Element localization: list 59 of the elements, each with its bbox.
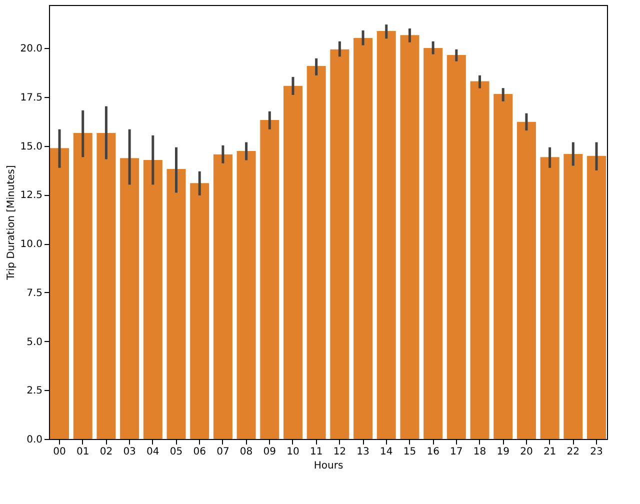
y-tick-label: 5.0 <box>26 336 42 348</box>
x-tick-label: 23 <box>590 446 603 458</box>
x-tick-label: 22 <box>566 446 580 458</box>
x-tick-label: 12 <box>333 446 346 458</box>
bar <box>283 86 302 439</box>
x-tick-label: 07 <box>216 446 230 458</box>
bar <box>564 154 583 439</box>
bar <box>330 49 350 439</box>
x-axis-title: Hours <box>314 460 344 472</box>
x-tick-label: 09 <box>263 446 276 458</box>
x-tick-label: 06 <box>193 446 206 458</box>
x-tick-label: 00 <box>53 446 66 458</box>
bar <box>516 122 536 439</box>
bar <box>470 81 490 439</box>
bar <box>166 169 186 439</box>
x-tick-label: 03 <box>123 446 136 458</box>
x-tick-label: 15 <box>403 446 416 458</box>
bar <box>400 35 420 439</box>
bar <box>190 183 210 439</box>
y-tick-label: 15.0 <box>20 141 42 152</box>
x-tick-label: 10 <box>286 446 300 458</box>
bar <box>424 48 443 439</box>
bar <box>50 148 70 439</box>
y-tick-label: 12.5 <box>20 190 42 202</box>
x-tick-label: 13 <box>356 446 370 458</box>
y-tick-label: 7.5 <box>26 288 42 299</box>
bar <box>376 31 396 439</box>
y-tick-label: 0.0 <box>26 434 42 446</box>
bar <box>306 66 326 439</box>
y-tick-label: 10.0 <box>20 239 42 250</box>
x-tick-label: 17 <box>450 446 463 458</box>
x-tick-label: 21 <box>543 446 556 458</box>
bar <box>494 94 513 439</box>
x-tick-label: 01 <box>76 446 90 458</box>
x-tick-label: 11 <box>310 446 323 458</box>
x-tick-label: 18 <box>473 446 486 458</box>
x-tick-label: 20 <box>520 446 533 458</box>
bar <box>586 156 606 439</box>
bar <box>354 38 373 439</box>
x-tick-label: 16 <box>426 446 440 458</box>
bar <box>446 55 466 439</box>
x-tick-label: 04 <box>146 446 160 458</box>
y-tick-label: 20.0 <box>20 44 42 55</box>
bar <box>213 154 232 439</box>
bar <box>540 157 560 439</box>
bar <box>96 133 116 439</box>
y-tick-label: 17.5 <box>20 92 42 104</box>
y-axis-title: Trip Duration [Minutes] <box>6 164 18 281</box>
x-tick-label: 08 <box>240 446 253 458</box>
x-tick-label: 19 <box>496 446 510 458</box>
x-tick-label: 14 <box>380 446 393 458</box>
y-tick-label: 2.5 <box>26 386 42 397</box>
bar <box>120 158 140 439</box>
bar <box>143 160 162 439</box>
x-tick-label: 02 <box>100 446 113 458</box>
bar <box>73 133 92 439</box>
x-tick-label: 05 <box>170 446 183 458</box>
bar <box>236 151 256 439</box>
bar <box>260 120 280 439</box>
